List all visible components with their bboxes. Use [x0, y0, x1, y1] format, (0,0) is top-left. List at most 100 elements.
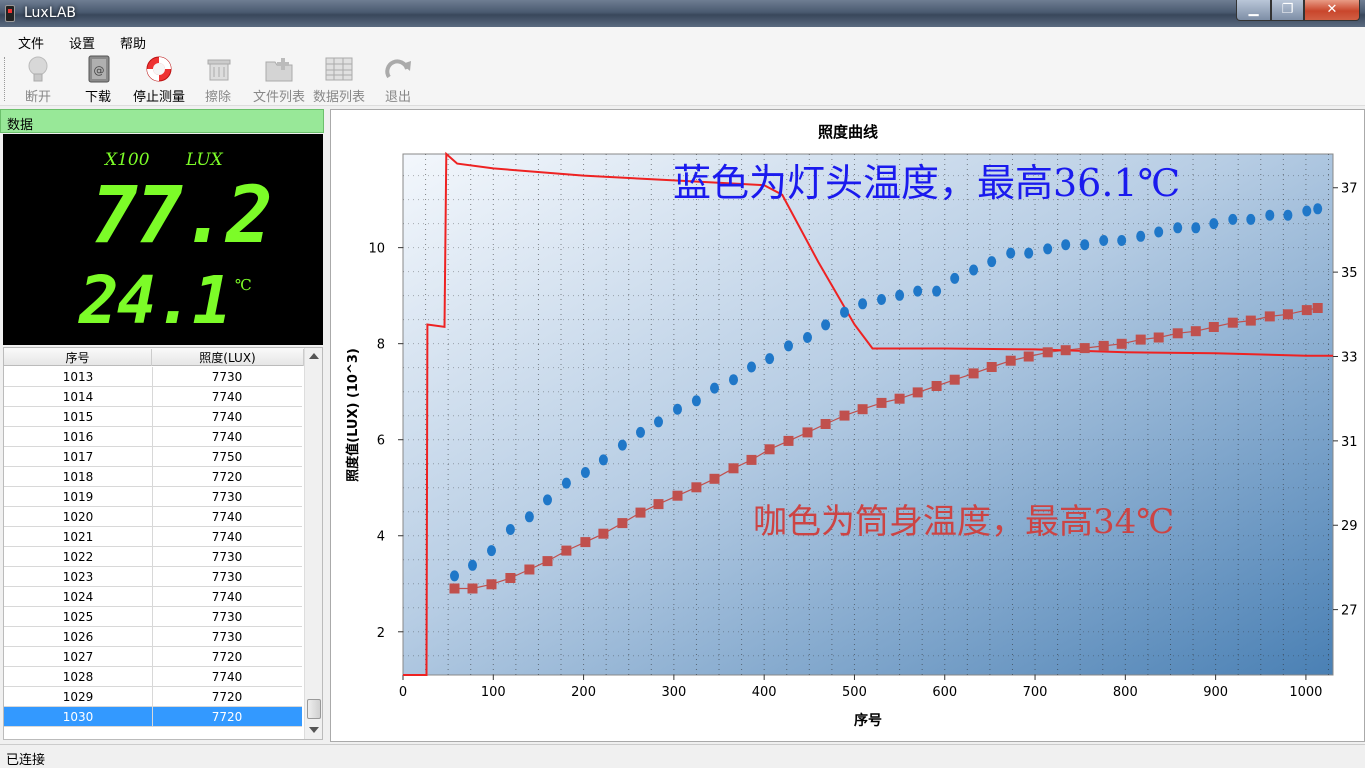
- status-bar: 已连接: [0, 744, 1365, 768]
- head-temp-point: [969, 264, 979, 276]
- head-temp-point: [1006, 247, 1016, 259]
- body-temp-point: [986, 362, 997, 372]
- cell-divider: [152, 387, 153, 407]
- head-temp-point: [1173, 222, 1183, 234]
- cell-divider: [152, 647, 153, 667]
- scroll-down-icon[interactable]: [309, 727, 319, 733]
- cell-divider: [152, 607, 153, 627]
- cell-lux: 7730: [211, 490, 243, 504]
- connection-status: 已连接: [6, 753, 46, 768]
- download-button[interactable]: @ 下载: [78, 55, 118, 105]
- toolbar-grip[interactable]: [4, 57, 7, 101]
- table-row[interactable]: 1019 7730: [4, 487, 302, 507]
- cell-seq: 1024: [62, 590, 94, 604]
- head-temp-point: [636, 426, 645, 438]
- column-header-seq[interactable]: 序号: [4, 349, 152, 366]
- table-row[interactable]: 1027 7720: [4, 647, 302, 667]
- body-temp-point: [580, 537, 591, 548]
- body-temp-point: [672, 490, 683, 501]
- menu-settings[interactable]: 设置: [69, 37, 96, 52]
- head-temp-point: [840, 306, 849, 318]
- body-temp-point: [542, 556, 553, 567]
- table-row[interactable]: 1024 7740: [4, 587, 302, 607]
- exit-button[interactable]: 退出: [378, 55, 418, 105]
- table-row[interactable]: 1018 7720: [4, 467, 302, 487]
- close-button[interactable]: ✕: [1304, 0, 1360, 21]
- head-temp-point: [1283, 209, 1293, 221]
- table-row[interactable]: 1016 7740: [4, 427, 302, 447]
- body-temp-point: [783, 435, 794, 446]
- file-list-button[interactable]: 文件列表: [248, 55, 310, 105]
- body-temp-point: [802, 427, 813, 438]
- erase-button[interactable]: 擦除: [198, 55, 238, 105]
- cell-lux: 7730: [211, 570, 243, 584]
- x-tick-label: 200: [571, 685, 596, 700]
- scroll-up-icon[interactable]: [309, 353, 319, 359]
- head-temp-point: [1117, 235, 1127, 246]
- table-row[interactable]: 1026 7730: [4, 627, 302, 647]
- menu-help[interactable]: 帮助: [120, 37, 147, 52]
- table-row[interactable]: 1028 7740: [4, 667, 302, 687]
- body-temp-point: [1282, 309, 1293, 320]
- table-row[interactable]: 1025 7730: [4, 607, 302, 627]
- head-temp-point: [1246, 213, 1256, 225]
- table-scrollbar[interactable]: [304, 348, 322, 739]
- y-tick-label: 4: [377, 530, 385, 545]
- head-temp-point: [1024, 247, 1034, 259]
- title-bar[interactable]: LuxLAB ▁ ❐ ✕: [0, 0, 1365, 27]
- y-tick-label: 2: [377, 626, 385, 641]
- head-temp-point: [784, 340, 793, 352]
- cell-seq: 1023: [62, 570, 94, 584]
- table-row[interactable]: 1020 7740: [4, 507, 302, 527]
- table-row[interactable]: 1015 7740: [4, 407, 302, 427]
- plot-area: [402, 153, 1334, 676]
- disconnect-button[interactable]: 断开: [16, 55, 60, 105]
- column-header-lux[interactable]: 照度(LUX): [152, 349, 304, 366]
- cell-seq: 1022: [62, 550, 94, 564]
- body-temp-point: [1245, 315, 1256, 326]
- cell-seq: 1013: [62, 370, 94, 384]
- stop-measure-button[interactable]: 停止测量: [128, 55, 190, 105]
- table-row[interactable]: 1013 7730: [4, 367, 302, 387]
- table-row[interactable]: 1021 7740: [4, 527, 302, 547]
- cell-seq: 1020: [62, 510, 94, 524]
- y2-tick-label: 29: [1341, 519, 1358, 534]
- cell-lux: 7730: [211, 610, 243, 624]
- body-temp-point: [505, 573, 516, 583]
- cell-seq: 1027: [62, 650, 94, 664]
- head-temp-point: [1313, 203, 1323, 215]
- cell-seq: 1025: [62, 610, 94, 624]
- table-row[interactable]: 1029 7720: [4, 687, 302, 707]
- cell-lux: 7740: [211, 510, 243, 524]
- table-row[interactable]: 1022 7730: [4, 547, 302, 567]
- table-row[interactable]: 1030 7720: [4, 707, 302, 727]
- grid-lines: [403, 154, 1333, 675]
- x-tick-label: 600: [932, 685, 957, 700]
- y-tick-label: 8: [377, 338, 385, 353]
- head-temp-point: [524, 511, 534, 523]
- data-list-button[interactable]: 数据列表: [310, 55, 368, 105]
- maximize-button[interactable]: ❐: [1271, 0, 1304, 21]
- cell-seq: 1018: [62, 470, 94, 484]
- menu-file[interactable]: 文件: [18, 37, 45, 52]
- axis-ticks: 0 100 200 300 400 500 600 700 800 900 1000 2 4 6 8 10 27…: [368, 182, 1357, 700]
- table-row[interactable]: 1014 7740: [4, 387, 302, 407]
- annotation-head-temp: 蓝色为灯头温度，最高36.1℃: [673, 161, 1180, 205]
- head-temp-point: [747, 361, 756, 373]
- head-temp-point: [580, 467, 590, 478]
- lifebuoy-icon: [144, 55, 174, 83]
- cell-lux: 7740: [211, 590, 243, 604]
- cell-lux: 7740: [211, 410, 243, 424]
- cell-lux: 7730: [211, 550, 243, 564]
- y-tick-label: 10: [368, 242, 385, 257]
- body-temp-point: [1098, 340, 1109, 351]
- head-temp-point: [1228, 213, 1238, 225]
- scroll-thumb[interactable]: [307, 699, 321, 719]
- table-row[interactable]: 1017 7750: [4, 447, 302, 467]
- head-temp-point: [561, 477, 571, 489]
- minimize-button[interactable]: ▁: [1236, 0, 1271, 21]
- body-temp-point: [764, 444, 775, 455]
- x-tick-label: 800: [1113, 685, 1138, 700]
- table-row[interactable]: 1023 7730: [4, 567, 302, 587]
